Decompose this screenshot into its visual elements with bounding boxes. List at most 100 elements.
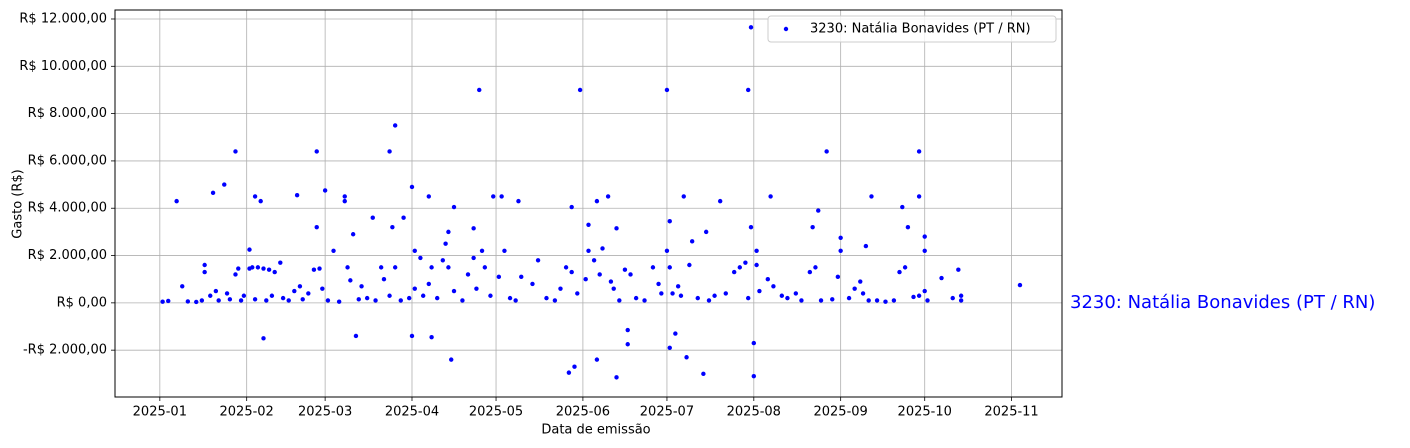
point <box>866 298 871 303</box>
point <box>838 235 843 241</box>
point <box>916 194 922 199</box>
point <box>345 265 350 270</box>
point <box>202 262 207 268</box>
point <box>314 224 319 230</box>
point <box>807 269 813 275</box>
point <box>656 281 661 287</box>
point <box>793 291 799 296</box>
point <box>280 295 286 301</box>
legend-label: 3230: Natália Bonavides (PT / RN) <box>810 22 1031 37</box>
point <box>591 258 597 263</box>
point <box>544 295 549 301</box>
point <box>678 293 684 298</box>
point <box>625 327 630 333</box>
point <box>667 219 672 224</box>
y-tick-label: R$ 12.000,00 <box>19 11 107 26</box>
x-tick-label: 2025-09 <box>813 405 867 420</box>
x-tick-label: 2025-11 <box>984 405 1038 420</box>
point <box>858 279 863 284</box>
point <box>446 265 451 270</box>
point <box>902 265 908 270</box>
point <box>754 248 759 254</box>
point <box>272 269 277 275</box>
point <box>174 198 179 204</box>
point <box>577 87 583 93</box>
point <box>622 267 628 272</box>
point <box>261 336 266 341</box>
point <box>723 291 728 296</box>
point <box>813 265 818 270</box>
point <box>956 267 961 272</box>
plot-frame <box>114 9 1063 398</box>
point <box>818 298 824 303</box>
x-tick-label: 2025-01 <box>133 405 187 420</box>
point <box>516 198 521 204</box>
point <box>292 288 297 294</box>
point <box>247 247 252 252</box>
point <box>717 198 723 204</box>
point <box>322 188 328 193</box>
x-tick-label: 2025-04 <box>385 405 439 420</box>
point <box>675 284 681 289</box>
point <box>440 258 446 263</box>
point <box>317 266 322 271</box>
point <box>224 291 230 296</box>
legend: 3230: Natália Bonavides (PT / RN) <box>767 15 1057 43</box>
point <box>465 272 471 277</box>
point <box>412 248 417 254</box>
point <box>600 246 605 251</box>
point <box>269 293 275 298</box>
point <box>373 298 378 303</box>
point <box>583 276 588 282</box>
point <box>398 298 403 303</box>
point <box>392 265 398 270</box>
point <box>900 204 905 210</box>
point <box>563 265 569 270</box>
point <box>667 345 672 350</box>
point <box>210 190 216 196</box>
point <box>614 226 619 231</box>
annotation: 3230: Natália Bonavides (PT / RN) <box>1070 292 1375 313</box>
point <box>586 248 591 254</box>
x-tick-label: 2025-02 <box>220 405 274 420</box>
y-tick-label: R$ 8.000,00 <box>28 106 107 121</box>
point <box>830 297 835 302</box>
point <box>605 194 611 199</box>
point <box>252 194 258 199</box>
point <box>597 272 602 277</box>
point <box>331 248 336 254</box>
point <box>180 284 185 289</box>
x-tick-label: 2025-05 <box>469 405 523 420</box>
point <box>684 355 689 360</box>
y-tick-label: R$ 6.000,00 <box>28 153 107 168</box>
point <box>566 370 572 375</box>
point <box>519 274 524 280</box>
point <box>703 229 709 235</box>
point <box>390 224 395 230</box>
point <box>754 262 759 268</box>
point <box>731 269 737 275</box>
y-tick-label: R$ 10.000,00 <box>19 59 107 74</box>
point <box>297 284 303 289</box>
point <box>482 265 488 270</box>
point <box>264 298 269 303</box>
point <box>460 298 465 303</box>
point <box>406 295 412 301</box>
point <box>835 274 841 280</box>
point <box>412 286 417 291</box>
point <box>950 295 955 301</box>
point <box>586 222 591 227</box>
point <box>208 293 213 298</box>
point <box>846 295 852 301</box>
point <box>435 295 440 301</box>
point <box>429 334 434 340</box>
point <box>241 293 247 298</box>
point <box>488 293 493 298</box>
point <box>925 298 930 303</box>
point <box>286 298 291 303</box>
point <box>535 258 541 263</box>
point <box>642 298 647 303</box>
point <box>320 286 325 291</box>
point <box>922 248 927 254</box>
point <box>474 286 479 291</box>
